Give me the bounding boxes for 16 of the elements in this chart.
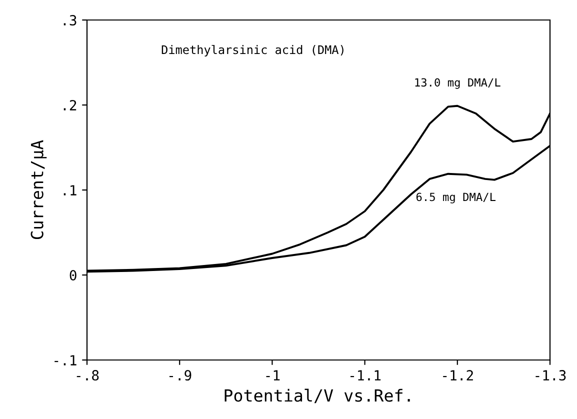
x-tick-label: -.9 xyxy=(169,370,192,381)
series-label: 6.5 mg DMA/L xyxy=(416,192,496,204)
y-tick-label: .2 xyxy=(64,100,76,110)
x-tick-label: -1.3 xyxy=(536,370,566,381)
x-tick-label: -1.1 xyxy=(350,370,381,380)
x-axis-title: Potential/V vs.Ref. xyxy=(224,388,410,404)
y-axis-title: Current/µA xyxy=(30,140,47,240)
x-tick-label: -1 xyxy=(266,370,280,380)
annotation: Dimethylarsinic acid (DMA) xyxy=(162,44,344,56)
y-tick-label: -.1 xyxy=(54,355,76,366)
x-tick-label: -1.2 xyxy=(443,370,473,380)
y-tick-label: 0 xyxy=(70,270,76,281)
y-tick-label: .1 xyxy=(64,185,76,196)
x-tick-label: -.8 xyxy=(76,370,99,381)
y-tick-label: .3 xyxy=(64,15,76,26)
text: 13.0 mg DMA/L xyxy=(415,78,500,89)
